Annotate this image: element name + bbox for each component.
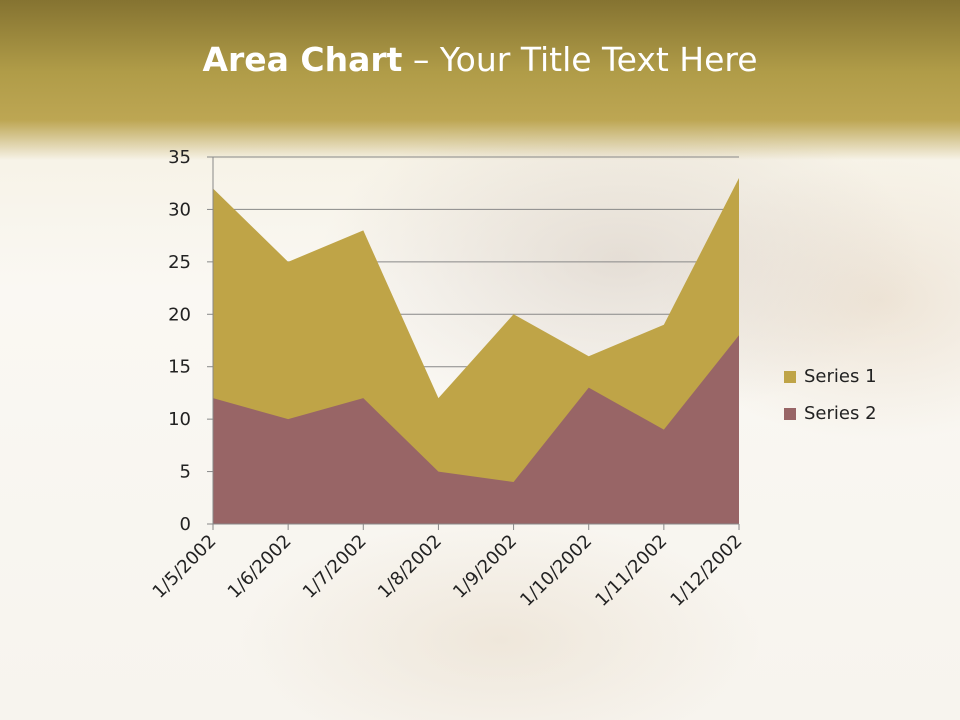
x-tick-label: 1/6/2002	[224, 531, 296, 603]
legend-item-series-2: Series 2	[784, 395, 877, 432]
title-band	[0, 0, 960, 160]
slide-title: Area Chart – Your Title Text Here	[0, 40, 960, 79]
y-tick-label: 30	[168, 199, 191, 220]
x-tick-label: 1/7/2002	[299, 531, 371, 603]
legend-swatch	[784, 407, 796, 420]
legend: Series 1 Series 2	[784, 358, 877, 432]
x-tick-label: 1/11/2002	[591, 531, 671, 611]
area-series-2	[213, 335, 739, 524]
x-tick-label: 1/9/2002	[449, 531, 521, 603]
y-tick-label: 25	[168, 252, 191, 273]
y-tick-label: 10	[168, 409, 191, 430]
legend-label: Series 2	[804, 403, 877, 424]
title-bold: Area Chart	[202, 40, 403, 79]
y-tick-label: 5	[180, 462, 191, 483]
x-tick-label: 1/8/2002	[374, 531, 446, 603]
legend-swatch	[784, 370, 796, 383]
x-tick-label: 1/10/2002	[516, 531, 596, 611]
legend-label: Series 1	[804, 366, 877, 387]
y-tick-label: 15	[168, 357, 191, 378]
y-tick-label: 0	[180, 514, 191, 535]
legend-item-series-1: Series 1	[784, 358, 877, 395]
title-rest: – Your Title Text Here	[402, 40, 758, 79]
x-tick-label: 1/5/2002	[149, 531, 221, 603]
y-tick-label: 20	[168, 304, 191, 325]
y-tick-label: 35	[168, 147, 191, 168]
x-tick-label: 1/12/2002	[666, 531, 746, 611]
